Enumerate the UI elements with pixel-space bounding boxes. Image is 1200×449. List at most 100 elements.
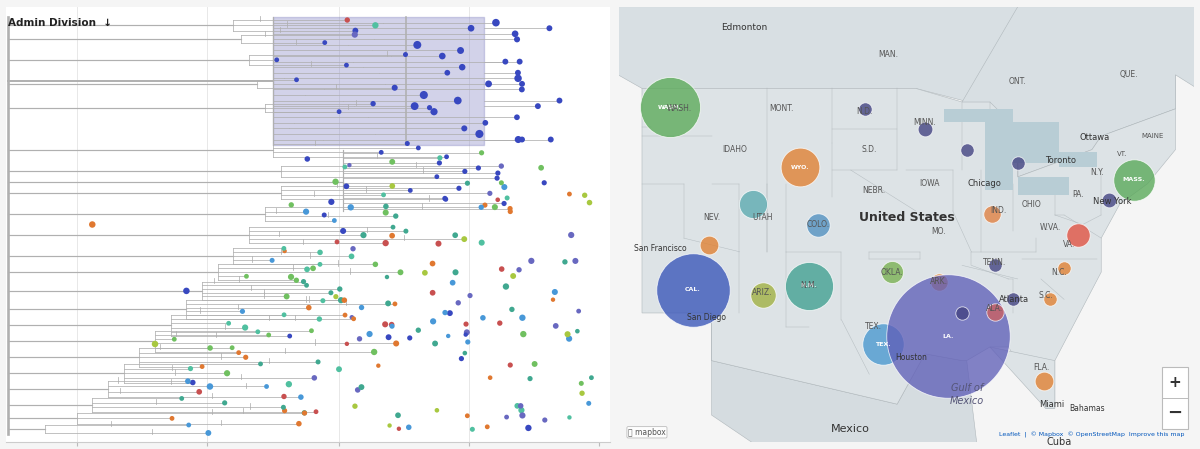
Text: Atlanta: Atlanta bbox=[998, 295, 1030, 304]
Point bbox=[179, 378, 198, 385]
Point bbox=[436, 309, 455, 316]
Point bbox=[503, 306, 522, 313]
Point bbox=[1124, 176, 1144, 183]
Point bbox=[544, 296, 563, 303]
Point bbox=[311, 249, 330, 256]
Point bbox=[304, 265, 323, 272]
Point bbox=[330, 108, 349, 115]
Point bbox=[684, 286, 703, 294]
Point bbox=[953, 309, 972, 317]
Point bbox=[463, 426, 482, 433]
Polygon shape bbox=[962, 7, 1200, 177]
Point bbox=[348, 386, 367, 393]
Point bbox=[229, 349, 248, 356]
Point bbox=[354, 232, 373, 239]
Point bbox=[379, 334, 398, 341]
Point bbox=[512, 314, 532, 321]
Point bbox=[311, 261, 330, 268]
Point bbox=[277, 293, 296, 300]
Point bbox=[436, 196, 455, 203]
Point bbox=[490, 320, 509, 327]
Point bbox=[452, 355, 472, 362]
Point bbox=[415, 269, 434, 277]
Polygon shape bbox=[990, 347, 1055, 408]
Point bbox=[233, 308, 252, 315]
Point bbox=[535, 179, 554, 186]
Point bbox=[535, 416, 554, 423]
Text: LA.: LA. bbox=[942, 334, 954, 339]
Point bbox=[164, 336, 184, 343]
Point bbox=[426, 340, 445, 347]
Point bbox=[343, 245, 362, 252]
Polygon shape bbox=[498, 7, 1176, 136]
Point bbox=[275, 247, 294, 255]
Point bbox=[366, 261, 385, 268]
Point bbox=[512, 407, 532, 414]
Text: Toronto: Toronto bbox=[1045, 156, 1076, 165]
Point bbox=[512, 86, 532, 93]
Point bbox=[985, 262, 1004, 269]
Point bbox=[492, 179, 511, 186]
Point bbox=[660, 104, 679, 111]
FancyBboxPatch shape bbox=[1162, 367, 1188, 429]
Point bbox=[472, 149, 491, 156]
Point bbox=[199, 429, 218, 436]
Point bbox=[790, 164, 809, 171]
Point bbox=[461, 292, 480, 299]
Text: W.VA.: W.VA. bbox=[1039, 223, 1061, 232]
Point bbox=[414, 92, 433, 99]
Point bbox=[438, 332, 457, 339]
Text: Mexico: Mexico bbox=[832, 424, 870, 434]
Point bbox=[569, 308, 588, 315]
Point bbox=[428, 240, 448, 247]
Point bbox=[282, 201, 301, 208]
Point bbox=[500, 205, 520, 212]
Point bbox=[457, 412, 476, 419]
Point bbox=[420, 104, 439, 111]
Point bbox=[455, 349, 474, 357]
Point bbox=[438, 69, 457, 76]
Point bbox=[184, 379, 203, 386]
Point bbox=[799, 282, 818, 289]
Point bbox=[274, 404, 293, 411]
Point bbox=[384, 224, 403, 231]
Point bbox=[340, 162, 359, 169]
Point bbox=[560, 414, 580, 421]
Text: N.C.: N.C. bbox=[1051, 268, 1067, 277]
Point bbox=[200, 344, 220, 352]
Point bbox=[437, 153, 456, 160]
Point bbox=[275, 311, 294, 318]
Text: ONT.: ONT. bbox=[1009, 77, 1027, 86]
Point bbox=[308, 358, 328, 365]
Text: United States: United States bbox=[858, 211, 954, 224]
Point bbox=[337, 183, 356, 190]
Text: N.Y.: N.Y. bbox=[1090, 168, 1103, 177]
Point bbox=[582, 374, 601, 381]
Point bbox=[344, 315, 364, 322]
Point bbox=[424, 318, 443, 325]
Point bbox=[508, 114, 527, 121]
Point bbox=[509, 75, 528, 82]
Point bbox=[498, 194, 517, 202]
Point bbox=[386, 340, 406, 347]
Point bbox=[445, 232, 464, 239]
Polygon shape bbox=[943, 109, 1013, 123]
Point bbox=[540, 25, 559, 32]
Point bbox=[700, 241, 719, 248]
Text: MAN.: MAN. bbox=[878, 50, 898, 59]
Point bbox=[396, 51, 415, 58]
Point bbox=[505, 30, 524, 37]
Text: S.C.: S.C. bbox=[1038, 291, 1052, 300]
Point bbox=[449, 185, 468, 192]
Point bbox=[314, 211, 334, 219]
Point bbox=[541, 136, 560, 143]
Point bbox=[1034, 378, 1054, 385]
Text: Cuba: Cuba bbox=[1046, 437, 1072, 447]
Point bbox=[408, 41, 427, 48]
Point bbox=[456, 331, 475, 338]
Point bbox=[422, 260, 442, 267]
Text: UTAH: UTAH bbox=[752, 213, 773, 222]
Point bbox=[145, 340, 164, 348]
Point bbox=[487, 175, 506, 182]
Point bbox=[424, 289, 443, 296]
